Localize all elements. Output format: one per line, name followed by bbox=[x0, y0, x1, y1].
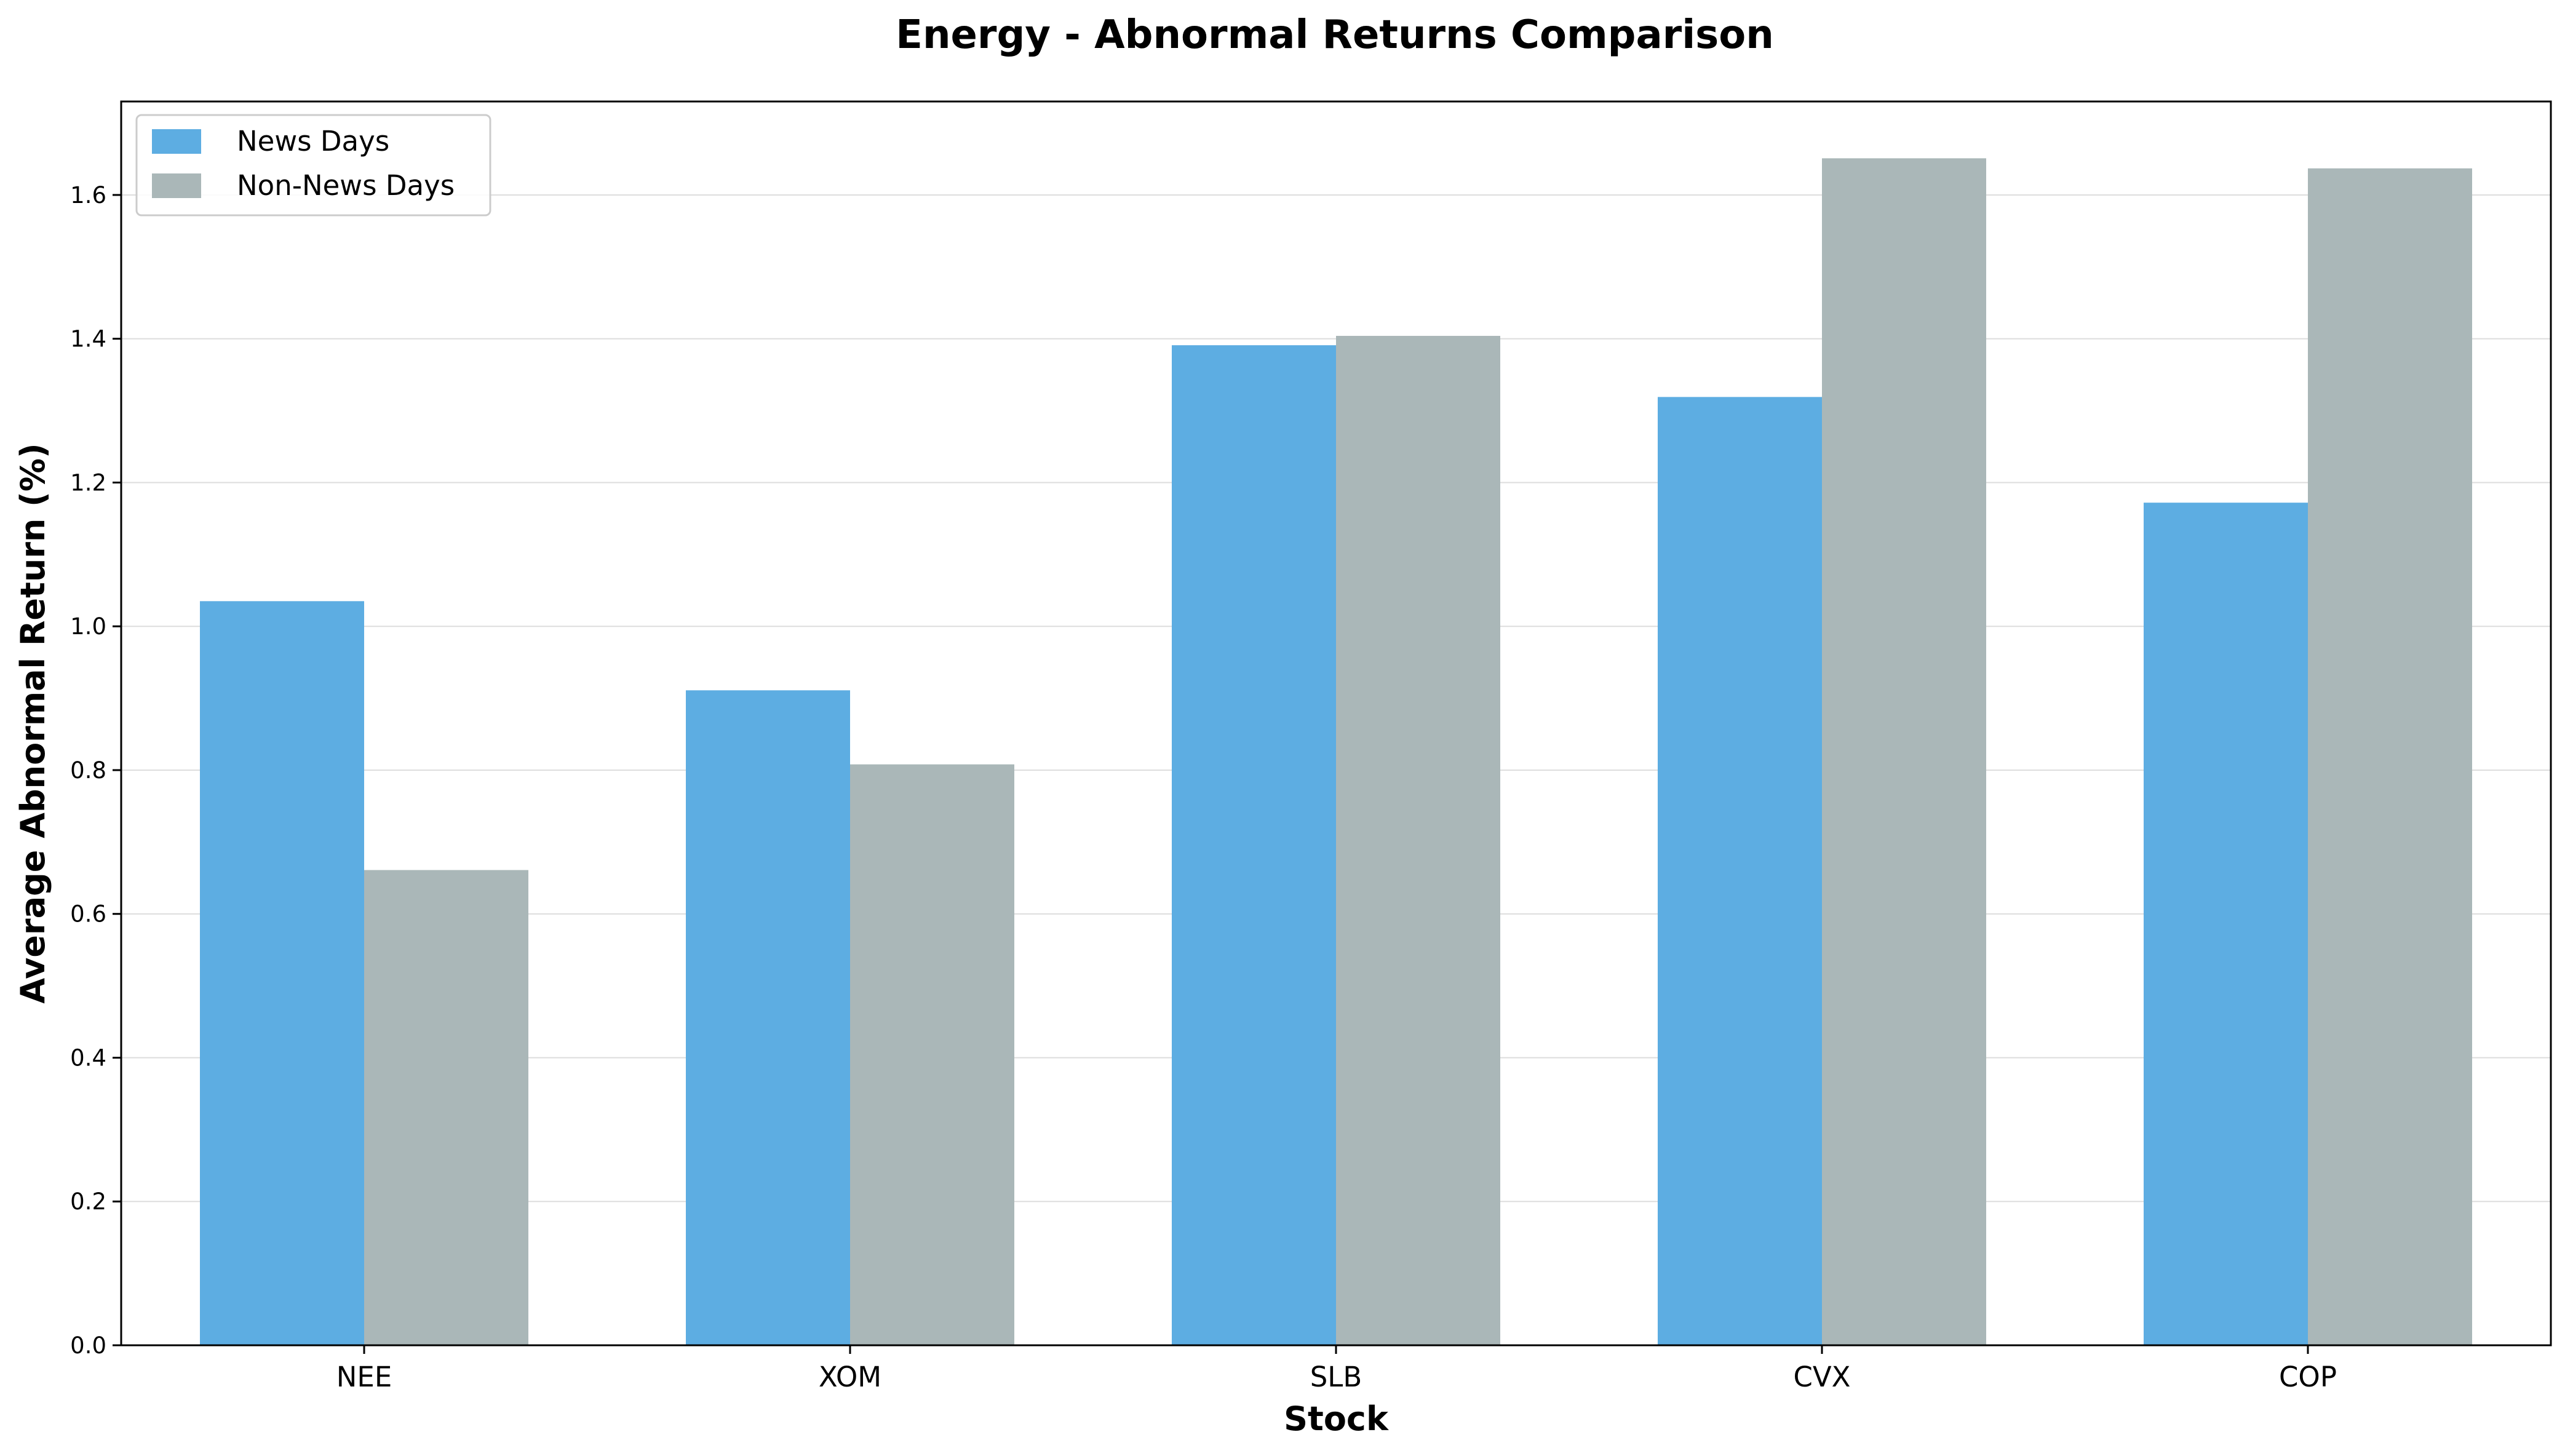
x-tick-label: NEE bbox=[336, 1361, 392, 1393]
legend-swatch-news-days bbox=[152, 129, 201, 154]
bar-news-days-cvx bbox=[1658, 397, 1822, 1345]
y-tick-label: 0.6 bbox=[70, 901, 106, 928]
x-axis-label: Stock bbox=[1284, 1399, 1389, 1438]
bar-non-news-days-nee bbox=[364, 870, 528, 1345]
bar-non-news-days-cop bbox=[2308, 168, 2472, 1345]
bar-non-news-days-cvx bbox=[1822, 158, 1986, 1345]
legend-label-non-news-days: Non-News Days bbox=[237, 169, 455, 202]
x-tick-label: SLB bbox=[1310, 1361, 1362, 1393]
x-tick-label: XOM bbox=[819, 1361, 881, 1393]
bars bbox=[200, 158, 2472, 1346]
y-tick-label: 0.8 bbox=[70, 757, 106, 784]
y-tick-label: 0.0 bbox=[70, 1332, 106, 1359]
y-tick-label: 1.6 bbox=[70, 182, 106, 209]
legend-label-news-days: News Days bbox=[237, 125, 389, 157]
y-tick-label: 1.2 bbox=[70, 469, 106, 496]
y-tick-label: 1.4 bbox=[70, 326, 106, 352]
legend-swatch-non-news-days bbox=[152, 173, 201, 198]
chart-title: Energy - Abnormal Returns Comparison bbox=[896, 12, 1774, 58]
y-axis-ticks: 0.0 0.2 0.4 0.6 0.8 1.0 1.2 1.4 1.6 bbox=[70, 182, 121, 1359]
bar-news-days-slb bbox=[1172, 345, 1336, 1345]
y-tick-label: 0.4 bbox=[70, 1044, 106, 1071]
x-tick-label: CVX bbox=[1793, 1361, 1850, 1393]
x-tick-label: COP bbox=[2279, 1361, 2337, 1393]
y-tick-label: 0.2 bbox=[70, 1188, 106, 1215]
bar-news-days-cop bbox=[2144, 503, 2308, 1346]
bar-news-days-nee bbox=[200, 601, 364, 1345]
y-axis-label: Average Abnormal Return (%) bbox=[14, 443, 52, 1003]
legend-box bbox=[135, 114, 491, 217]
y-tick-label: 1.0 bbox=[70, 613, 106, 640]
bar-news-days-xom bbox=[686, 690, 850, 1345]
legend: News Days Non-News Days bbox=[135, 114, 491, 217]
bar-non-news-days-xom bbox=[850, 764, 1014, 1345]
x-axis-ticks: NEE XOM SLB CVX COP bbox=[336, 1345, 2337, 1393]
bar-non-news-days-slb bbox=[1336, 336, 1500, 1345]
